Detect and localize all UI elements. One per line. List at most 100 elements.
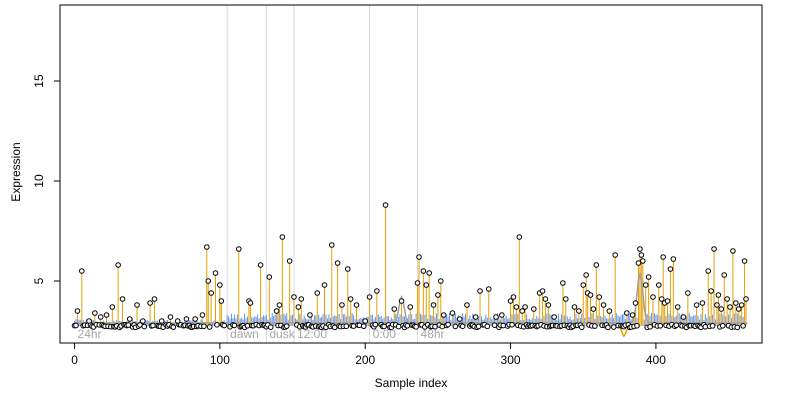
baseline-point — [647, 323, 653, 330]
high-point-2 — [86, 318, 92, 324]
baseline-point — [657, 322, 664, 329]
high-point-14 — [158, 318, 165, 324]
y-axis-title: Expression — [9, 142, 23, 201]
high-point-112 — [667, 266, 674, 272]
high-point-15 — [167, 314, 174, 320]
high-point-100 — [635, 260, 642, 266]
high-point-77 — [531, 306, 537, 312]
plot-frame — [59, 4, 763, 344]
high-point-87 — [580, 282, 587, 288]
region-label-24hr: 24hr — [78, 327, 102, 341]
high-point-11 — [140, 318, 146, 324]
high-point-12 — [147, 300, 153, 306]
high-point-49 — [374, 288, 380, 294]
baseline-point — [459, 323, 466, 330]
baseline-point — [484, 323, 491, 330]
high-point-22 — [208, 290, 214, 296]
high-point-98 — [629, 312, 636, 318]
region-label-48hr: 48hr — [421, 327, 445, 341]
high-point-94 — [600, 302, 607, 308]
baseline-point — [360, 323, 367, 330]
baseline-point — [214, 322, 220, 328]
high-point-60 — [435, 292, 441, 298]
high-point-125 — [721, 272, 728, 278]
high-point-91 — [590, 306, 597, 312]
baseline-point — [734, 324, 741, 331]
high-point-107 — [656, 282, 662, 288]
high-point-62 — [440, 312, 447, 318]
high-point-71 — [507, 298, 514, 304]
baseline-point — [509, 321, 515, 328]
high-point-34 — [286, 258, 293, 264]
baseline-point — [709, 323, 716, 329]
baseline-point — [500, 322, 507, 329]
high-point-72 — [510, 294, 517, 300]
high-point-31 — [273, 308, 280, 314]
region-label-0:00: 0:00 — [373, 327, 397, 341]
high-point-120 — [708, 288, 714, 294]
high-point-36 — [295, 304, 302, 310]
high-point-86 — [576, 308, 582, 314]
high-point-42 — [334, 260, 341, 266]
baseline-point — [592, 323, 598, 329]
high-point-124 — [718, 306, 725, 312]
baseline-point — [283, 323, 290, 329]
high-point-70 — [499, 312, 505, 318]
high-point-58 — [426, 270, 432, 276]
high-point-126 — [724, 296, 730, 302]
high-point-132 — [741, 258, 748, 264]
x-tick-label-300: 300 — [501, 353, 521, 367]
high-point-48 — [366, 294, 373, 300]
baseline-point — [343, 323, 350, 330]
baseline-point — [404, 322, 411, 329]
high-point-67 — [477, 288, 483, 294]
high-point-41 — [328, 242, 335, 248]
high-point-68 — [485, 286, 492, 292]
baseline-point — [231, 322, 238, 329]
high-point-63 — [449, 310, 456, 316]
high-point-4 — [97, 314, 104, 320]
high-point-115 — [680, 314, 687, 320]
high-point-30 — [266, 274, 273, 280]
high-point-43 — [339, 302, 345, 308]
high-point-129 — [733, 300, 739, 306]
high-point-109 — [660, 254, 666, 260]
baseline-point — [578, 324, 585, 331]
high-point-88 — [583, 272, 589, 278]
high-point-76 — [522, 304, 528, 310]
high-point-75 — [519, 308, 525, 314]
baseline-point — [395, 323, 402, 330]
high-point-26 — [235, 246, 242, 252]
baseline-point — [356, 322, 363, 329]
baseline-point — [170, 324, 177, 330]
y-tick-label-15: 15 — [32, 74, 46, 88]
high-point-0 — [74, 308, 81, 314]
high-point-20 — [203, 244, 210, 250]
x-tick-label-200: 200 — [355, 353, 375, 367]
baseline-point — [141, 323, 148, 330]
high-point-52 — [398, 298, 405, 304]
x-tick-label-100: 100 — [210, 353, 230, 367]
high-point-118 — [699, 300, 706, 306]
high-point-66 — [472, 314, 479, 320]
high-point-16 — [174, 318, 181, 324]
high-point-47 — [362, 318, 369, 324]
high-point-24 — [217, 282, 223, 288]
high-point-80 — [542, 296, 549, 302]
high-point-121 — [711, 246, 717, 252]
high-point-3 — [92, 310, 98, 316]
baseline-point — [452, 323, 459, 330]
baseline-point — [605, 324, 611, 331]
high-point-18 — [192, 316, 198, 322]
high-point-8 — [119, 296, 126, 302]
high-point-81 — [545, 302, 552, 308]
high-point-104 — [642, 282, 649, 288]
high-point-44 — [344, 266, 351, 272]
high-point-40 — [321, 282, 328, 288]
high-point-21 — [205, 278, 212, 284]
high-point-23 — [212, 270, 219, 276]
data-points — [71, 202, 749, 331]
plot-area — [60, 5, 762, 343]
